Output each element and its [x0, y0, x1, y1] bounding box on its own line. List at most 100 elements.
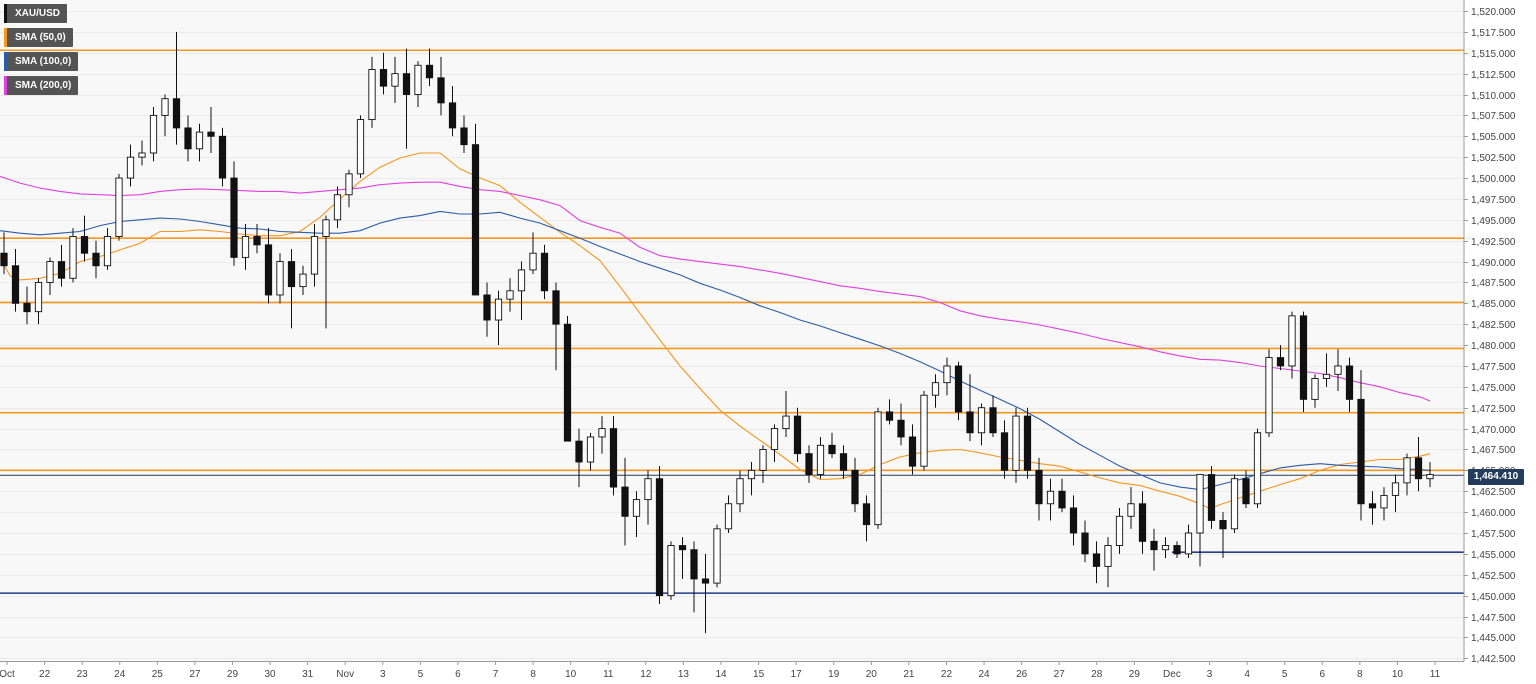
sma-200-line — [0, 175, 1431, 402]
candle-body-down — [184, 127, 192, 150]
candle — [770, 424, 779, 463]
candle — [1184, 524, 1193, 559]
candle-body-up — [345, 173, 353, 196]
y-tick-label: 1,442.500 — [1471, 654, 1516, 665]
legend-label-price: XAU/USD — [15, 8, 61, 19]
candle — [816, 436, 825, 479]
legend-swatch-sma-50 — [4, 28, 7, 47]
y-tick-label: 1,507.500 — [1471, 111, 1516, 122]
candle — [1035, 457, 1043, 521]
candle-body-down — [966, 411, 974, 434]
candle — [402, 48, 411, 149]
x-tick-label: 10 — [565, 669, 577, 680]
candle-body-down — [701, 578, 710, 584]
x-tick-label: 5 — [418, 669, 424, 680]
candle — [736, 470, 744, 513]
y-tick-label: 1,450.000 — [1471, 592, 1516, 603]
candle — [851, 457, 859, 513]
candle-body-down — [1414, 457, 1423, 480]
x-tick-label: 5 — [1282, 669, 1288, 680]
x-tick-label: 4 — [1244, 669, 1250, 680]
y-tick-label: 1,462.500 — [1471, 487, 1516, 498]
x-tick-label: 24 — [978, 669, 990, 680]
candle-body-up — [69, 236, 77, 279]
candle — [34, 278, 43, 325]
candle — [483, 282, 491, 337]
candle — [345, 169, 353, 208]
x-tick-label: 6 — [455, 669, 461, 680]
candle — [701, 553, 710, 634]
candle-body-down — [655, 478, 664, 597]
candle — [1242, 470, 1250, 508]
y-tick-label: 1,472.500 — [1471, 404, 1516, 415]
candle-body-up — [770, 428, 779, 450]
x-tick-label: 14 — [715, 669, 727, 680]
candle — [908, 424, 917, 475]
candle-body-up — [494, 298, 503, 321]
candle — [1299, 311, 1308, 412]
x-tick-label: 27 — [189, 669, 201, 680]
candle — [1081, 520, 1089, 563]
legend-item-sma-200[interactable]: SMA (200,0) — [4, 76, 79, 95]
candle — [667, 541, 675, 600]
candle-body-down — [989, 407, 997, 434]
candle — [793, 407, 802, 463]
legend-item-price[interactable]: XAU/USD — [4, 4, 68, 23]
legend-item-sma-100[interactable]: SMA (100,0) — [4, 52, 79, 71]
x-tick-label: 10 — [1392, 669, 1404, 680]
candle — [471, 123, 480, 296]
candle — [1414, 436, 1423, 492]
candle-body-up — [782, 415, 790, 430]
plot-background — [0, 0, 1464, 661]
candle-body-up — [1230, 478, 1239, 530]
candle-body-down — [425, 64, 434, 79]
x-tick-label: 6 — [1319, 669, 1325, 680]
candle — [1012, 407, 1020, 483]
candle — [1127, 487, 1135, 529]
candle-body-down — [1092, 553, 1101, 567]
candle-body-down — [218, 135, 227, 179]
x-tick-label: 17 — [791, 669, 803, 680]
candle-body-up — [644, 478, 652, 501]
candle — [1253, 428, 1262, 508]
candle — [46, 257, 54, 295]
candle — [1322, 353, 1331, 387]
y-tick-label: 1,460.000 — [1471, 508, 1516, 519]
candle-body-down — [862, 503, 871, 526]
candle-body-up — [667, 545, 675, 597]
horizontal-levels — [0, 49, 1464, 594]
candle — [80, 215, 89, 262]
legend-item-sma-50[interactable]: SMA (50,0) — [4, 28, 73, 47]
candle — [494, 290, 503, 346]
candle — [0, 232, 8, 275]
candle — [1092, 541, 1101, 584]
candle-body-up — [115, 177, 123, 237]
candle — [1219, 512, 1227, 559]
candle — [1276, 345, 1285, 371]
candle-body-up — [1391, 482, 1400, 496]
candle-body-down — [172, 98, 181, 129]
y-axis: 1,520.000 1,517.500 1,515.000 1,512.500 1,51… — [1463, 0, 1516, 665]
candle-body-down — [1173, 545, 1181, 555]
sma-50-line — [0, 152, 1431, 510]
candle-body-up — [736, 478, 744, 505]
candle — [333, 186, 342, 229]
y-tick-label: 1,497.500 — [1471, 195, 1516, 206]
candle — [586, 432, 595, 471]
candle-body-down — [678, 545, 687, 551]
candle — [57, 244, 66, 287]
candle-body-down — [1276, 357, 1285, 367]
x-tick-label: 12 — [640, 669, 652, 680]
candle — [437, 56, 445, 116]
candle-body-up — [276, 261, 284, 296]
candle — [1345, 357, 1354, 412]
candle-body-up — [598, 428, 606, 438]
candle-body-up — [1322, 373, 1331, 379]
candle-body-down — [885, 411, 894, 421]
candle — [828, 432, 836, 458]
x-tick-label: 13 — [678, 669, 690, 680]
y-tick-label: 1,457.500 — [1471, 529, 1516, 540]
candle — [276, 253, 284, 304]
candle-body-down — [483, 294, 491, 321]
